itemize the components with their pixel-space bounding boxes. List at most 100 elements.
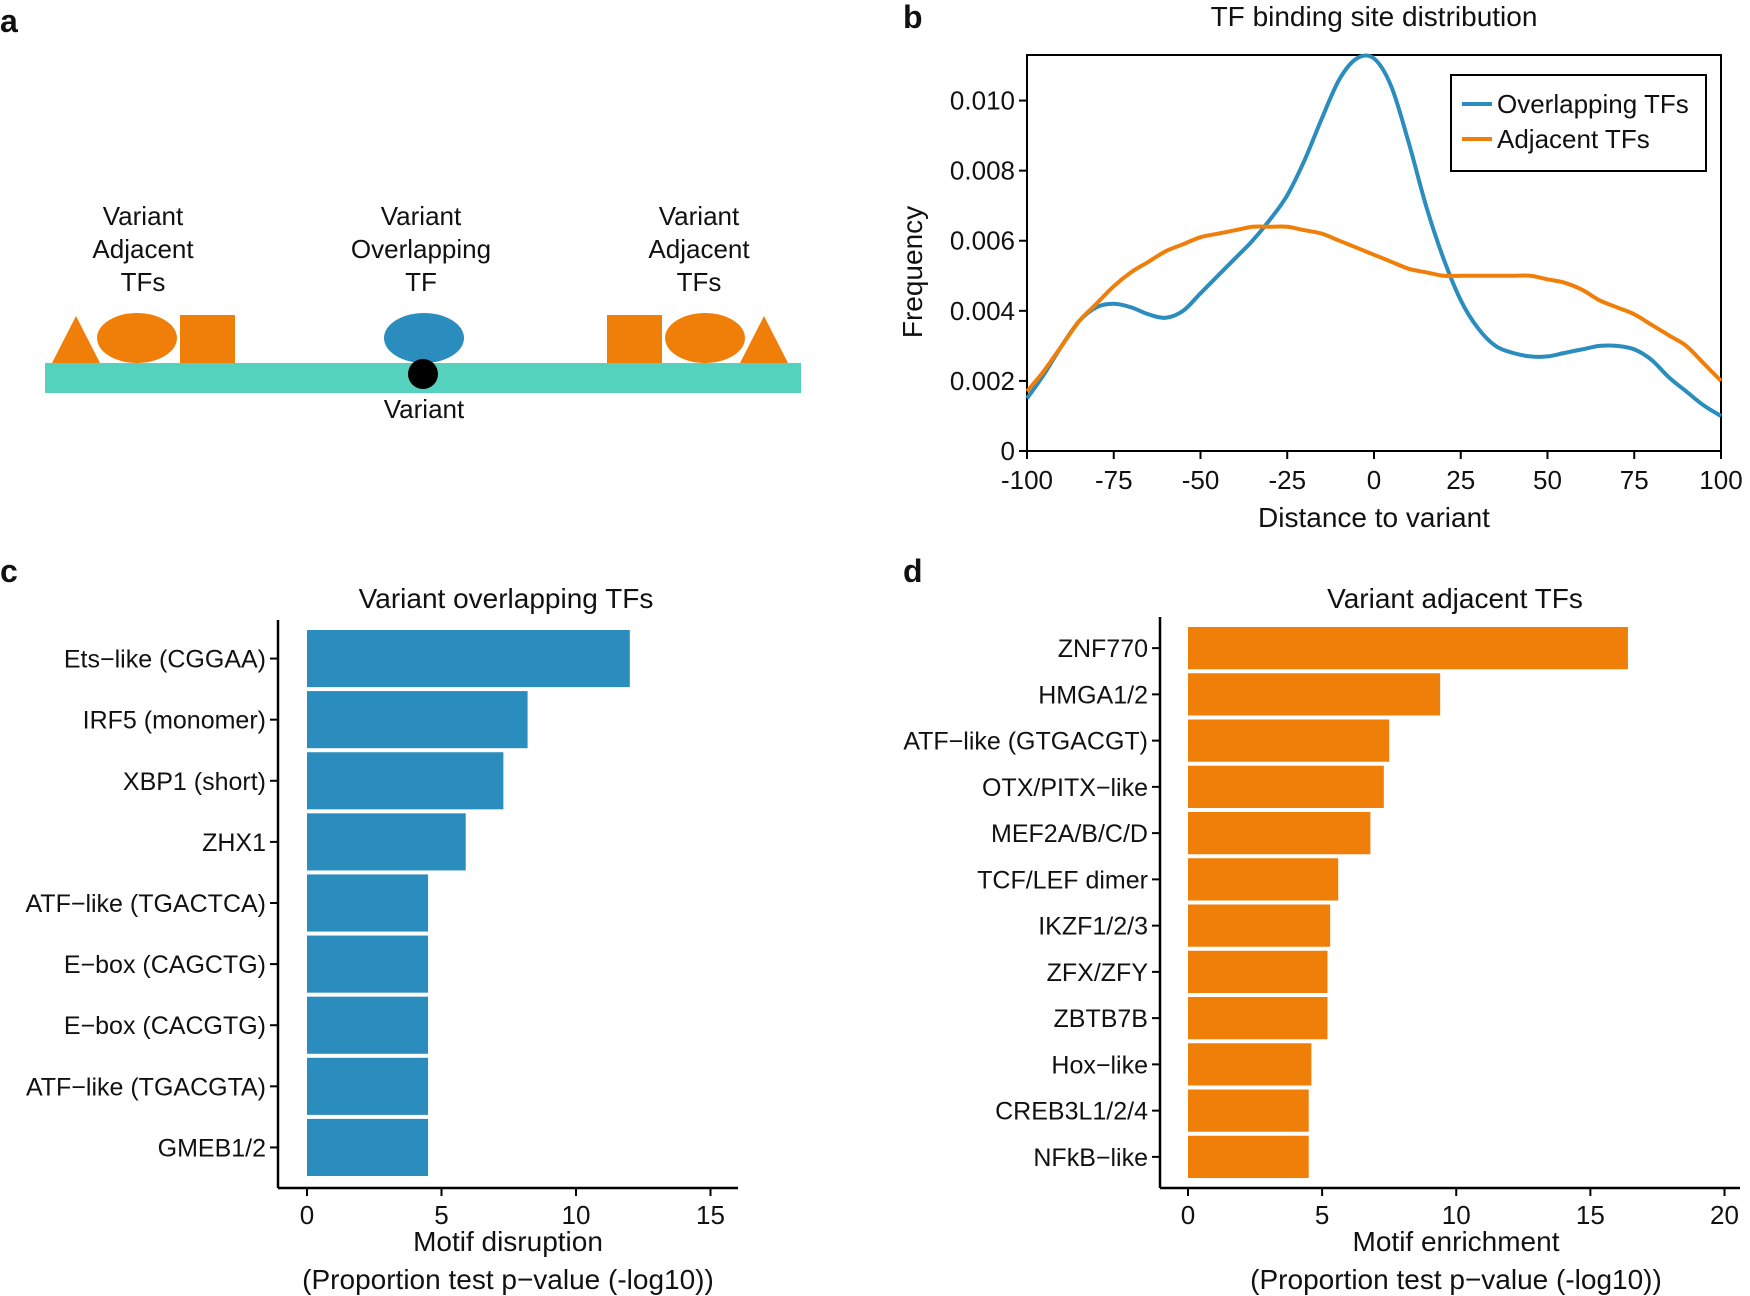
c-category-label: ATF−like (TGACTCA): [25, 890, 266, 918]
right-group-line3: TFs: [677, 267, 722, 297]
legend-box: [1450, 74, 1707, 172]
d-xtick-label: 5: [1315, 1200, 1329, 1230]
right-ellipse-tf: [665, 313, 745, 363]
c-category-label: XBP1 (short): [123, 768, 266, 796]
chart-b-legend: Overlapping TFs Adjacent TFs: [1450, 74, 1707, 172]
left-group-line2: Adjacent: [92, 234, 194, 264]
chart-b-ytick-label: 0.008: [950, 156, 1015, 186]
d-category-label: HMGA1/2: [1038, 681, 1148, 709]
d-bar: [1188, 904, 1331, 947]
d-bar: [1188, 719, 1390, 762]
c-category-label: Ets−like (CGGAA): [64, 646, 266, 674]
d-bar: [1188, 627, 1628, 670]
d-xtick-label: 20: [1710, 1200, 1739, 1230]
chart-b-xlabel: Distance to variant: [1258, 502, 1490, 533]
d-xtick-label: 15: [1576, 1200, 1605, 1230]
chart-b-x-axis: -100 -75 -50 -25 0 25 50 75 100: [1001, 451, 1743, 495]
center-group-line1: Variant: [381, 201, 462, 231]
c-category-label: ATF−like (TGACGTA): [26, 1073, 266, 1101]
series-line-adjacent: [1025, 224, 1723, 393]
panel-c-bar-chart: Variant overlapping TFs Motif disruption…: [25, 583, 738, 1295]
panel-a-diagram: Variant Adjacent TFs Variant Overlapping…: [45, 201, 801, 424]
d-category-label: CREB3L1/2/4: [995, 1098, 1148, 1126]
c-xtick-label: 15: [696, 1200, 725, 1230]
chart-b-xtick-label: -50: [1182, 465, 1220, 495]
legend-label-adjacent: Adjacent TFs: [1497, 124, 1650, 154]
d-bar: [1188, 997, 1328, 1040]
d-bar: [1188, 1135, 1309, 1178]
left-group-line3: TFs: [121, 267, 166, 297]
d-bar: [1188, 1043, 1312, 1086]
c-bar: [307, 813, 466, 871]
chart-c-axes: Ets−like (CGGAA) IRF5 (monomer) XBP1 (shor…: [25, 620, 738, 1230]
chart-b-xtick-label: 100: [1699, 465, 1742, 495]
d-category-label: NFkB−like: [1033, 1144, 1148, 1172]
panel-b-line-chart: TF binding site distribution Distance to…: [897, 1, 1743, 533]
d-category-label: MEF2A/B/C/D: [991, 820, 1148, 848]
chart-b-xtick-label: 50: [1533, 465, 1562, 495]
chart-c-bars: [307, 630, 630, 1176]
chart-b-xtick-label: 25: [1446, 465, 1475, 495]
d-bar: [1188, 812, 1371, 855]
chart-b-xtick-label: -25: [1268, 465, 1306, 495]
chart-d-xlabel2: (Proportion test p−value (-log10)): [1250, 1264, 1662, 1295]
d-bar: [1188, 1089, 1309, 1132]
c-xtick-label: 5: [434, 1200, 448, 1230]
chart-b-ytick-label: 0.004: [950, 296, 1015, 326]
panel-d-bar-chart: Variant adjacent TFs Motif enrichment (P…: [903, 583, 1740, 1295]
center-group-line2: Overlapping: [351, 234, 491, 264]
chart-d-bars: [1188, 627, 1628, 1178]
c-category-label: E−box (CACGTG): [64, 1012, 266, 1040]
right-group-line2: Adjacent: [648, 234, 750, 264]
chart-b-xtick-label: 0: [1367, 465, 1381, 495]
chart-d-axes: ZNF770 HMGA1/2 ATF−like (GTGACGT) OTX/PITX−…: [903, 617, 1740, 1230]
legend-label-overlapping: Overlapping TFs: [1497, 89, 1689, 119]
panel-letter-b: b: [903, 0, 923, 35]
right-square-tf: [607, 315, 662, 363]
chart-b-xtick-label: 75: [1620, 465, 1649, 495]
chart-c-xlabel: Motif disruption: [413, 1226, 603, 1257]
c-bar: [307, 1057, 429, 1115]
d-category-label: IKZF1/2/3: [1038, 913, 1148, 941]
variant-label: Variant: [384, 394, 465, 424]
series-line-overlapping: [1025, 53, 1723, 418]
left-ellipse-tf: [97, 313, 177, 363]
d-category-label: TCF/LEF dimer: [977, 866, 1148, 894]
c-xtick-label: 10: [562, 1200, 591, 1230]
d-category-label: Hox−like: [1051, 1051, 1148, 1079]
chart-b-ytick-label: 0.010: [950, 86, 1015, 116]
d-category-label: ZFX/ZFY: [1047, 959, 1149, 987]
center-group-line3: TF: [405, 267, 437, 297]
d-bar: [1188, 673, 1441, 716]
c-bar: [307, 996, 429, 1054]
d-xtick-label: 0: [1181, 1200, 1195, 1230]
d-category-label: ATF−like (GTGACGT): [903, 728, 1148, 756]
c-bar: [307, 874, 429, 932]
chart-b-ytick-label: 0.002: [950, 366, 1015, 396]
chart-d-xlabel: Motif enrichment: [1353, 1226, 1560, 1257]
c-bar: [307, 691, 528, 749]
c-xtick-label: 0: [300, 1200, 314, 1230]
d-bar: [1188, 765, 1384, 808]
overlapping-tf: [384, 313, 464, 363]
c-bar: [307, 630, 630, 688]
right-triangle-tf: [740, 316, 788, 363]
panel-letter-c: c: [0, 553, 18, 589]
chart-b-ylabel: Frequency: [897, 206, 928, 338]
c-category-label: IRF5 (monomer): [83, 707, 266, 735]
c-category-label: GMEB1/2: [158, 1134, 266, 1162]
chart-c-xlabel2: (Proportion test p−value (-log10)): [302, 1264, 714, 1295]
d-xtick-label: 10: [1442, 1200, 1471, 1230]
left-triangle-tf: [52, 316, 100, 363]
variant-dot: [408, 359, 438, 389]
c-category-label: E−box (CAGCTG): [64, 951, 266, 979]
left-square-tf: [180, 315, 235, 363]
left-group-line1: Variant: [103, 201, 184, 231]
d-category-label: OTX/PITX−like: [982, 774, 1148, 802]
chart-b-ytick-label: 0: [1001, 436, 1015, 466]
chart-c-title: Variant overlapping TFs: [359, 583, 654, 614]
chart-b-series: [1025, 53, 1723, 418]
right-group-line1: Variant: [659, 201, 740, 231]
d-category-label: ZNF770: [1058, 635, 1148, 663]
